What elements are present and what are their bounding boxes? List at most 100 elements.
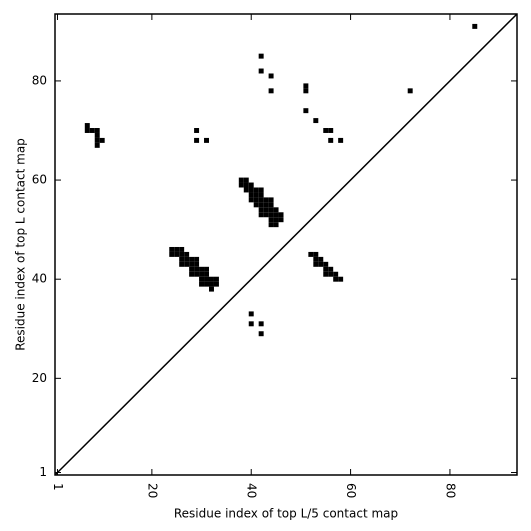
contact-cell bbox=[199, 276, 205, 282]
contact-cell bbox=[258, 207, 264, 213]
contact-cell bbox=[94, 128, 100, 133]
contact-cell bbox=[313, 256, 319, 262]
contact-cell bbox=[194, 271, 200, 277]
contact-cell bbox=[258, 202, 264, 208]
contact-cell bbox=[318, 256, 324, 262]
contact-cell bbox=[268, 212, 274, 218]
contact-cell bbox=[248, 192, 254, 198]
contact-cell bbox=[308, 251, 314, 257]
contact-cell bbox=[268, 88, 274, 94]
contact-cell bbox=[268, 217, 274, 223]
contact-cell bbox=[209, 281, 214, 287]
y-axis-label: Residue index of top L contact map bbox=[14, 138, 28, 351]
contact-cell bbox=[303, 108, 309, 114]
contact-cell bbox=[313, 261, 319, 267]
contact-cell bbox=[253, 192, 259, 198]
contact-cell bbox=[278, 217, 284, 223]
contact-cell bbox=[84, 123, 90, 129]
contact-cell bbox=[184, 261, 190, 267]
contact-cell bbox=[258, 197, 264, 203]
contact-cell bbox=[333, 276, 339, 282]
contact-cell bbox=[407, 88, 413, 94]
contact-cell bbox=[268, 207, 274, 213]
contact-cell bbox=[258, 68, 264, 74]
contact-cell bbox=[194, 128, 200, 133]
contact-cell bbox=[184, 251, 190, 257]
contact-cell bbox=[258, 192, 264, 198]
contact-cell bbox=[323, 271, 329, 277]
contact-cell bbox=[243, 177, 249, 183]
contact-cell bbox=[273, 222, 279, 228]
contact-cell bbox=[243, 182, 249, 188]
x-axis-label: Residue index of top L/5 contact map bbox=[174, 507, 398, 521]
y-tick-label: 40 bbox=[32, 272, 47, 286]
contact-cell bbox=[258, 321, 264, 327]
contact-cell bbox=[189, 261, 195, 267]
contact-cell bbox=[328, 128, 334, 133]
contact-cell bbox=[194, 137, 200, 143]
y-tick-label: 60 bbox=[32, 173, 47, 187]
contact-cell bbox=[273, 212, 279, 218]
contact-cell bbox=[268, 73, 274, 79]
contact-cell bbox=[328, 137, 334, 143]
x-tick-label: 20 bbox=[145, 483, 159, 498]
contact-cell bbox=[263, 202, 269, 208]
contact-cell bbox=[338, 137, 344, 143]
contact-cell bbox=[268, 197, 274, 203]
contact-cell bbox=[323, 266, 329, 272]
contact-cell bbox=[209, 286, 214, 292]
contact-cell bbox=[323, 128, 329, 133]
y-tick-label: 20 bbox=[32, 371, 47, 385]
contact-cell bbox=[99, 137, 105, 143]
contact-cell bbox=[194, 261, 200, 267]
contact-cell bbox=[179, 261, 185, 267]
contact-cell bbox=[213, 276, 219, 282]
contact-cell bbox=[318, 261, 324, 267]
contact-cell bbox=[263, 207, 269, 213]
contact-cell bbox=[472, 23, 478, 29]
contact-cell bbox=[263, 197, 269, 203]
x-tick-label: 60 bbox=[344, 483, 358, 498]
contact-cell bbox=[238, 177, 244, 183]
contact-cell bbox=[179, 256, 185, 262]
contact-cell bbox=[303, 83, 309, 89]
contact-cell bbox=[199, 266, 205, 272]
contact-cell bbox=[179, 246, 185, 252]
contact-cell bbox=[204, 266, 209, 272]
x-tick-label: 40 bbox=[245, 483, 259, 498]
contact-cell bbox=[333, 271, 339, 277]
contact-cell bbox=[258, 187, 264, 193]
contact-cell bbox=[94, 142, 100, 148]
x-tick-label: 1 bbox=[51, 483, 65, 491]
y-tick-label: 80 bbox=[32, 73, 47, 87]
contact-cell bbox=[323, 261, 329, 267]
contact-cell bbox=[328, 266, 334, 272]
contact-cell bbox=[169, 246, 175, 252]
contact-cell bbox=[189, 271, 195, 277]
contact-cell bbox=[273, 217, 279, 223]
contact-cell bbox=[303, 88, 309, 94]
plot-frame bbox=[54, 13, 518, 476]
contact-cell bbox=[248, 182, 254, 188]
contact-cell bbox=[243, 187, 249, 193]
contact-cell bbox=[174, 246, 180, 252]
contact-cell bbox=[89, 128, 95, 133]
contact-cell bbox=[94, 137, 100, 143]
contact-cell bbox=[189, 266, 195, 272]
contact-cell bbox=[313, 251, 319, 257]
contact-cell bbox=[94, 132, 100, 138]
contact-cell bbox=[204, 271, 209, 277]
contact-cell bbox=[328, 271, 334, 277]
contact-cell bbox=[189, 256, 195, 262]
contact-cell bbox=[313, 118, 319, 124]
contact-cell bbox=[184, 256, 190, 262]
contact-cell bbox=[258, 331, 264, 337]
contact-cell bbox=[278, 212, 284, 218]
contact-cell bbox=[174, 251, 180, 257]
contact-cell bbox=[253, 187, 259, 193]
contact-cell bbox=[268, 222, 274, 228]
contact-cell bbox=[179, 251, 185, 257]
contact-cell bbox=[194, 256, 200, 262]
contact-cell bbox=[238, 182, 244, 188]
